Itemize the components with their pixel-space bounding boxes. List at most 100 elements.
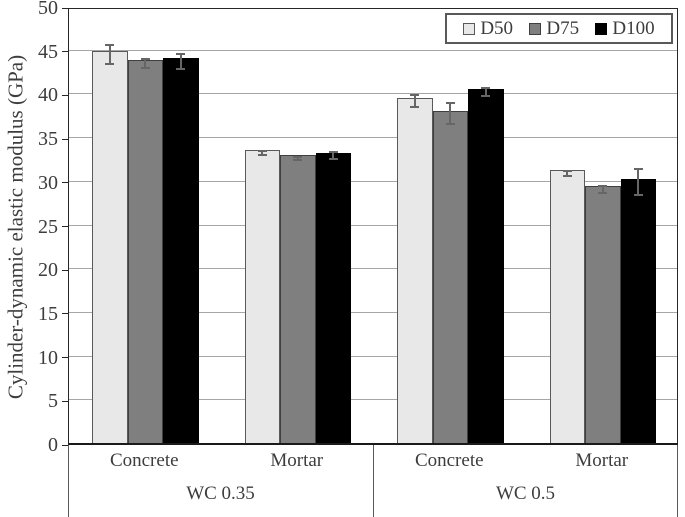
gridline-20 [69, 268, 677, 270]
error-bar-d75-group2 [296, 156, 299, 161]
error-bar-d50-group1 [108, 44, 111, 65]
y-tick-label-10: 10 [38, 346, 58, 369]
y-tick-label-35: 35 [38, 128, 58, 151]
error-bar-d75-group3-cap-top [445, 102, 455, 105]
error-bar-d50-group2-cap-top [257, 150, 267, 153]
legend-item-d75: D75 [529, 18, 579, 40]
bar-d50-group2 [244, 150, 280, 443]
legend-marker-d100 [595, 22, 608, 35]
legend-label-d75: D75 [546, 17, 580, 39]
error-bar-d75-group4-cap-bottom [598, 191, 608, 194]
bar-d100-group1 [163, 58, 199, 443]
error-bar-d50-group4 [566, 170, 569, 176]
error-bar-d100-group4-cap-bottom [633, 194, 643, 197]
y-tick-label-5: 5 [48, 390, 58, 413]
error-bar-d75-group3 [449, 103, 452, 125]
y-tick-label-25: 25 [38, 215, 58, 238]
bar-d75-group4 [585, 186, 621, 443]
error-bar-d50-group1-cap-bottom [105, 63, 115, 66]
error-bar-d75-group2-cap-bottom [293, 159, 303, 162]
bar-d50-group1 [92, 51, 128, 443]
plot-area [68, 8, 678, 445]
gridline-30 [69, 180, 677, 182]
category-label-2: Mortar [270, 450, 324, 471]
category-axis: Concrete Mortar Concrete Mortar WC 0.35 WC 0.… [68, 445, 678, 517]
bar-d75-group2 [280, 155, 316, 443]
legend-marker-d75 [529, 22, 542, 35]
gridline-45 [69, 49, 677, 51]
y-tick-mark-45 [62, 51, 68, 53]
group-label-1: WC 0.35 [186, 483, 255, 504]
error-bar-d75-group4-cap-top [598, 184, 608, 187]
y-tick-label-45: 45 [38, 40, 58, 63]
bar-d100-group3 [468, 89, 504, 443]
bar-d75-group1 [127, 60, 163, 443]
y-tick-label-50: 50 [38, 0, 58, 19]
y-tick-label-0: 0 [48, 434, 58, 456]
error-bar-d50-group3-cap-bottom [410, 105, 420, 108]
y-tick-mark-10 [62, 357, 68, 359]
error-bar-d50-group2-cap-bottom [257, 153, 267, 156]
y-tick-mark-15 [62, 313, 68, 315]
legend-marker-d50 [463, 22, 476, 35]
bar-d100-group4 [620, 179, 656, 443]
y-tick-label-20: 20 [38, 259, 58, 282]
error-bar-d75-group1-cap-top [140, 57, 150, 60]
error-bar-d100-group2 [332, 152, 335, 160]
error-bar-d100-group2-cap-top [328, 151, 338, 154]
y-tick-mark-20 [62, 269, 68, 271]
bar-d50-group3 [397, 97, 433, 443]
gridline-40 [69, 93, 677, 95]
error-bar-d100-group1-cap-top [176, 52, 186, 55]
legend-item-d100: D100 [595, 17, 655, 40]
error-bar-d75-group4 [601, 185, 604, 193]
y-tick-mark-30 [62, 182, 68, 184]
y-tick-mark-0 [62, 444, 68, 446]
error-bar-d100-group2-cap-bottom [328, 158, 338, 161]
y-tick-mark-25 [62, 226, 68, 227]
error-bar-d100-group4 [637, 168, 640, 196]
y-tick-label-15: 15 [38, 302, 58, 325]
group-divider-0 [68, 445, 69, 517]
y-tick-mark-5 [62, 400, 68, 402]
legend-label-d100: D100 [612, 17, 655, 39]
error-bar-d75-group1 [144, 58, 147, 68]
y-tick-mark-40 [62, 94, 68, 96]
gridline-35 [69, 137, 677, 139]
error-bar-d50-group4-cap-top [562, 169, 572, 172]
y-tick-label-30: 30 [38, 171, 58, 194]
y-tick-mark-35 [62, 138, 68, 140]
bar-d100-group2 [315, 152, 351, 443]
bar-d50-group4 [549, 170, 585, 443]
y-tick-label-40: 40 [38, 84, 58, 107]
legend-label-d50: D50 [480, 17, 514, 39]
error-bar-d75-group2-cap-top [293, 155, 303, 158]
error-bar-d100-group1-cap-bottom [176, 68, 186, 71]
group-divider-1 [372, 445, 374, 517]
bar-d75-group3 [432, 110, 468, 443]
error-bar-d50-group3 [413, 94, 416, 107]
gridline-10 [69, 355, 677, 357]
category-label-3: Concrete [414, 450, 484, 471]
error-bar-d50-group2 [261, 151, 264, 155]
category-label-1: Concrete [109, 450, 179, 471]
category-label-4: Mortar [575, 450, 629, 471]
error-bar-d100-group3-cap-bottom [481, 95, 491, 98]
error-bar-d100-group1 [179, 53, 182, 70]
y-tick-mark-50 [62, 7, 68, 9]
error-bar-d50-group3-cap-top [410, 93, 420, 96]
error-bar-d100-group4-cap-top [633, 167, 643, 170]
gridline-5 [69, 399, 677, 401]
legend-item-d50: D50 [463, 18, 513, 40]
error-bar-d75-group1-cap-bottom [140, 66, 150, 69]
error-bar-d100-group3 [484, 87, 487, 97]
gridline-15 [69, 311, 677, 313]
error-bar-d100-group3-cap-top [481, 86, 491, 89]
error-bar-d75-group3-cap-bottom [445, 123, 455, 126]
error-bar-d50-group4-cap-bottom [562, 174, 572, 177]
group-divider-right [677, 445, 678, 517]
legend: D50 D75 D100 [445, 13, 673, 44]
error-bar-d50-group1-cap-top [105, 43, 115, 46]
gridline-25 [69, 224, 677, 226]
